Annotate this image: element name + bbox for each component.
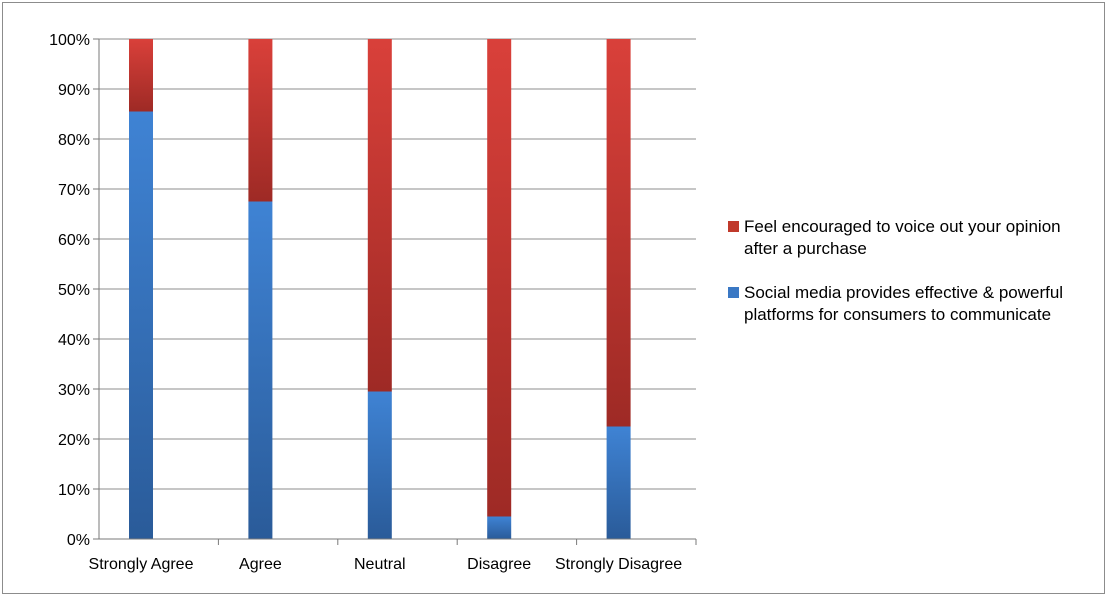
legend-item-blue: Social media provides effective & powerf…: [728, 282, 1098, 326]
legend-swatch-red: [728, 221, 739, 232]
x-category-label: Strongly Disagree: [555, 556, 682, 573]
x-category-label: Disagree: [467, 556, 531, 573]
y-tick-label: 40%: [58, 332, 90, 349]
x-category-label: Agree: [239, 556, 282, 573]
bar-segment-feel-encouraged: [606, 39, 631, 427]
bar-segment-social-media: [606, 426, 631, 539]
y-tick-label: 70%: [58, 182, 90, 199]
bar-segment-feel-encouraged: [487, 39, 512, 517]
y-tick-label: 60%: [58, 232, 90, 249]
bar-segment-social-media: [367, 391, 392, 539]
legend: Feel encouraged to voice out your opinio…: [728, 216, 1098, 348]
bar-segment-feel-encouraged: [367, 39, 392, 392]
y-tick-label: 30%: [58, 382, 90, 399]
x-category-label: Neutral: [354, 556, 406, 573]
legend-swatch-blue: [728, 287, 739, 298]
legend-label-blue: Social media provides effective & powerf…: [744, 283, 1064, 324]
legend-label-red: Feel encouraged to voice out your opinio…: [744, 217, 1061, 258]
y-tick-label: 100%: [49, 32, 90, 49]
y-tick-label: 10%: [58, 482, 90, 499]
x-category-label: Strongly Agree: [89, 556, 194, 573]
y-tick-label: 0%: [67, 532, 90, 549]
y-tick-label: 50%: [58, 282, 90, 299]
bar-segment-feel-encouraged: [248, 39, 273, 202]
bar-segment-feel-encouraged: [129, 39, 153, 112]
y-tick-label: 80%: [58, 132, 90, 149]
y-tick-label: 20%: [58, 432, 90, 449]
bar-segment-social-media: [487, 516, 512, 539]
bar-segment-social-media: [248, 201, 273, 539]
y-tick-label: 90%: [58, 82, 90, 99]
legend-item-red: Feel encouraged to voice out your opinio…: [728, 216, 1098, 260]
bar-segment-social-media: [129, 111, 153, 539]
